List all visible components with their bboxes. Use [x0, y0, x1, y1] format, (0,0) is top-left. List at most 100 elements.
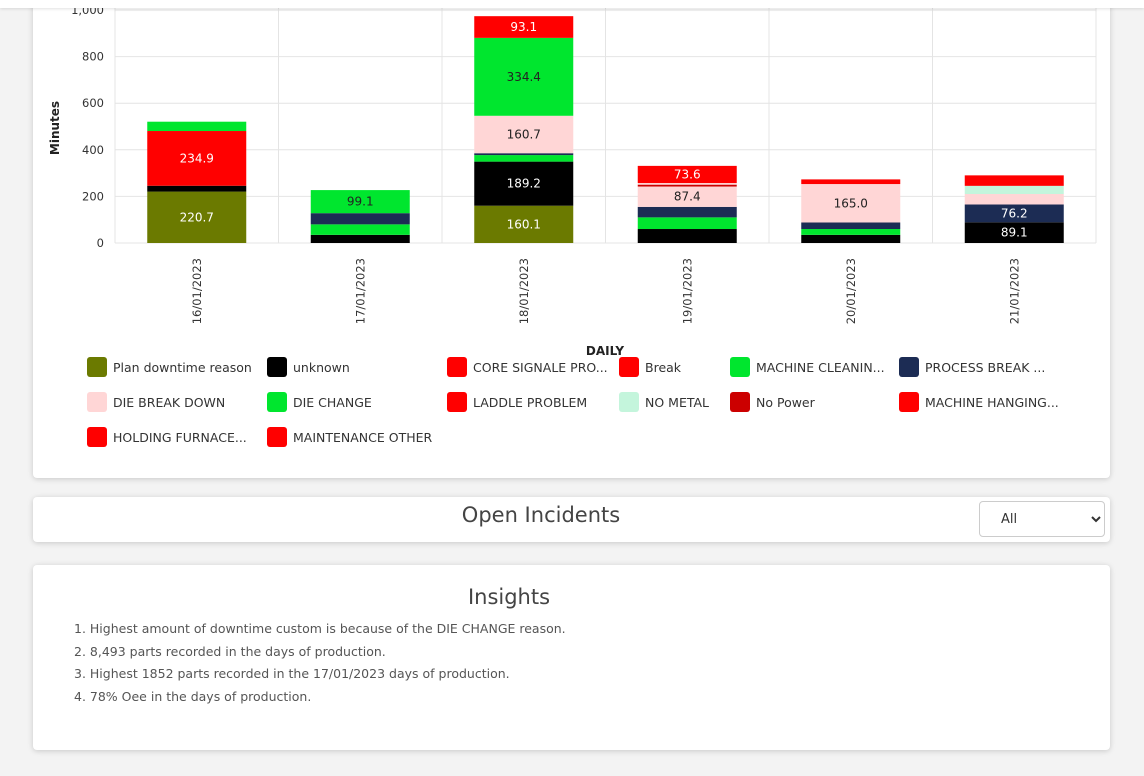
bar-data-label: 334.4	[507, 70, 541, 84]
bar-data-label: 99.1	[347, 195, 374, 209]
legend-label: No Power	[756, 394, 815, 410]
legend-label: Plan downtime reason	[113, 359, 252, 375]
legend-swatch	[447, 357, 467, 377]
bar-segment	[474, 153, 574, 156]
bar-segment	[474, 115, 574, 154]
legend-swatch	[899, 392, 919, 412]
y-tick-label: 800	[82, 50, 104, 64]
legend-label: Break	[645, 359, 682, 375]
x-tick-label: 20/01/2023	[844, 258, 858, 324]
insight-item: 3. Highest 1852 parts recorded in the 17…	[74, 666, 510, 682]
x-tick-label: 19/01/2023	[680, 258, 694, 324]
y-axis-label: Minutes	[48, 101, 62, 155]
incidents-filter-select[interactable]: All	[979, 501, 1105, 537]
legend-swatch	[619, 357, 639, 377]
y-tick-label: 600	[82, 96, 104, 110]
x-axis-label: DAILY	[586, 344, 624, 358]
bar-segment	[147, 131, 247, 186]
legend-swatch	[899, 357, 919, 377]
legend-item[interactable]: LADDLE PROBLEM	[447, 390, 587, 414]
bar-data-label: 160.7	[507, 128, 541, 142]
bar-segment	[474, 161, 574, 206]
bar-segment	[801, 184, 901, 223]
downtime-chart: 02004006008001,000Minutes220.7234.916/01…	[48, 0, 1097, 358]
bar-segment	[801, 229, 901, 235]
bar-segment	[637, 206, 737, 218]
bar-segment	[637, 186, 737, 207]
legend-swatch	[87, 392, 107, 412]
bar-segment	[474, 155, 574, 162]
bar-data-label: 76.2	[1001, 206, 1028, 220]
legend-item[interactable]: PROCESS BREAK ...	[899, 355, 1045, 379]
legend-item[interactable]: Break	[619, 355, 681, 379]
legend-label: unknown	[293, 359, 350, 375]
y-tick-label: 400	[82, 143, 104, 157]
legend-swatch	[730, 357, 750, 377]
bar-segment	[801, 179, 901, 185]
bar-data-label: 220.7	[180, 210, 214, 224]
legend-item[interactable]: DIE CHANGE	[267, 390, 372, 414]
bar-segment	[964, 175, 1064, 186]
bar-segment	[637, 165, 737, 184]
bar-segment	[147, 185, 247, 192]
bar-segment	[637, 217, 737, 230]
legend-swatch	[730, 392, 750, 412]
bar-segment	[964, 222, 1064, 243]
legend-label: MAINTENANCE OTHER	[293, 429, 433, 445]
bar-segment	[310, 190, 410, 214]
legend-label: HOLDING FURNACE...	[113, 429, 247, 445]
insight-item: 4. 78% Oee in the days of production.	[74, 688, 312, 704]
bar-segment	[310, 224, 410, 235]
bar-data-label: 234.9	[180, 151, 214, 165]
bar-data-label: 87.4	[674, 190, 701, 204]
open-incidents-title: Open Incidents	[461, 503, 621, 527]
legend-swatch	[267, 392, 287, 412]
legend-label: DIE CHANGE	[293, 394, 372, 410]
insight-item: 2. 8,493 parts recorded in the days of p…	[74, 643, 386, 659]
legend-item[interactable]: HOLDING FURNACE...	[87, 425, 247, 449]
legend-item[interactable]: NO METAL	[619, 390, 709, 414]
bar-segment	[310, 213, 410, 225]
y-tick-label: 0	[97, 236, 104, 250]
insights-card: Insights 1. Highest amount of downtime c…	[33, 565, 1110, 750]
bar-data-label: 89.1	[1001, 226, 1028, 240]
bar-segment	[801, 234, 901, 243]
bar-segment	[637, 184, 737, 187]
bar-data-label: 189.2	[507, 177, 541, 191]
bar-segment	[474, 37, 574, 116]
bar-segment	[637, 183, 737, 185]
legend-label: CORE SIGNALE PRO...	[473, 359, 608, 375]
legend-item[interactable]: No Power	[730, 390, 815, 414]
legend-label: PROCESS BREAK ...	[925, 359, 1046, 375]
legend-item[interactable]: Plan downtime reason	[87, 355, 252, 379]
legend-item[interactable]: MAINTENANCE OTHER	[267, 425, 432, 449]
legend-item[interactable]: DIE BREAK DOWN	[87, 390, 225, 414]
legend-item[interactable]: MACHINE CLEANIN...	[730, 355, 885, 379]
bar-data-label: 165.0	[834, 196, 868, 210]
open-incidents-card: Open Incidents All	[33, 497, 1110, 542]
x-tick-label: 17/01/2023	[353, 258, 367, 324]
insight-item: 1. Highest amount of downtime custom is …	[74, 621, 566, 636]
legend-swatch	[267, 427, 287, 447]
legend-label: MACHINE CLEANIN...	[756, 359, 885, 375]
legend-swatch	[447, 392, 467, 412]
legend-label: MACHINE HANGING...	[925, 394, 1059, 410]
insights-list: 1. Highest amount of downtime custom is …	[74, 618, 566, 708]
legend-swatch	[619, 392, 639, 412]
bar-segment	[964, 194, 1064, 205]
bar-segment	[964, 204, 1064, 223]
legend-item[interactable]: CORE SIGNALE PRO...	[447, 355, 608, 379]
legend-label: LADDLE PROBLEM	[473, 394, 588, 410]
legend-swatch	[87, 357, 107, 377]
legend-swatch	[267, 357, 287, 377]
legend-item[interactable]: unknown	[267, 355, 350, 379]
bar-segment	[801, 222, 901, 230]
legend-item[interactable]: MACHINE HANGING...	[899, 390, 1059, 414]
bar-data-label: 73.6	[674, 167, 701, 181]
bar-segment	[147, 191, 247, 243]
bar-segment	[147, 121, 247, 132]
legend-swatch	[87, 427, 107, 447]
bar-segment	[637, 229, 737, 243]
bar-segment	[474, 16, 574, 38]
bar-segment	[310, 234, 410, 243]
